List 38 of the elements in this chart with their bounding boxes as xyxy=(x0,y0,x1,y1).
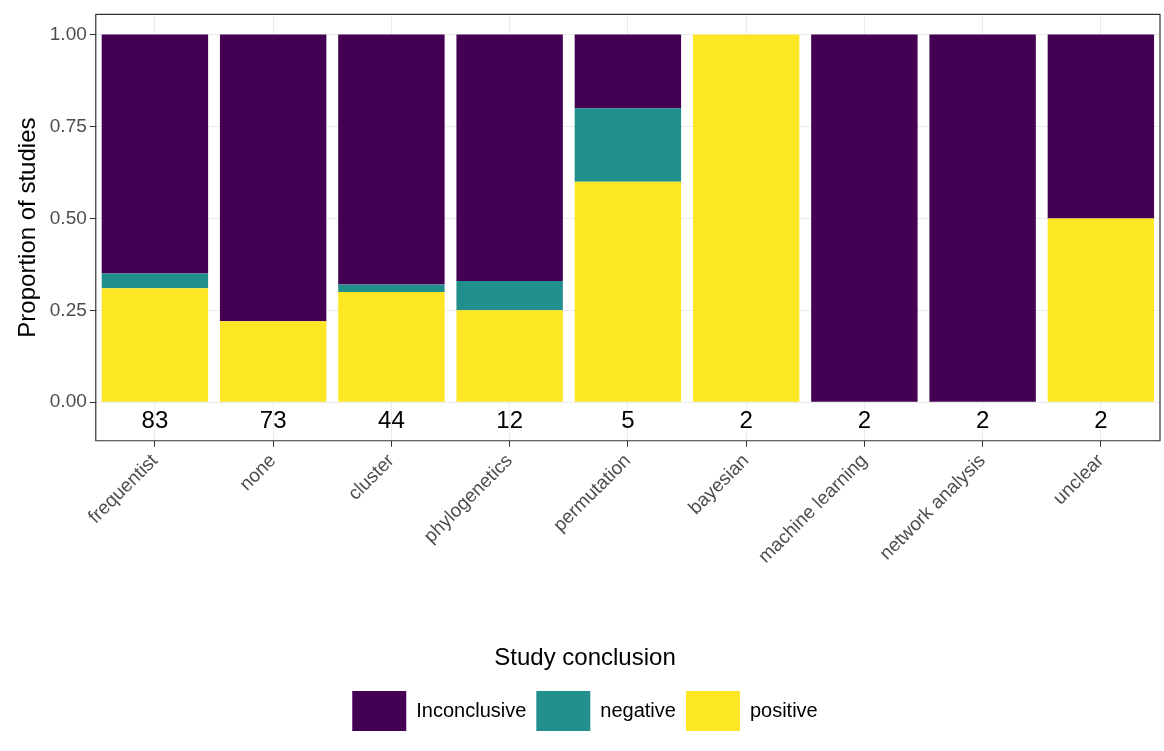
legend-label: positive xyxy=(749,698,818,721)
bar xyxy=(219,34,327,322)
legend-title: Study conclusion xyxy=(494,642,676,670)
bar xyxy=(456,34,563,281)
bar xyxy=(456,280,563,311)
y-tick-label: 0.25 xyxy=(49,298,87,320)
bar xyxy=(338,284,445,292)
y-axis-title: Proportion of studies xyxy=(13,117,41,338)
bar xyxy=(338,34,445,285)
legend-label: negative xyxy=(600,698,676,721)
bar xyxy=(101,34,209,274)
bar xyxy=(1047,218,1155,402)
annotation: 73 xyxy=(259,406,287,434)
y-tick-label: 1.00 xyxy=(49,22,87,44)
annotation: 2 xyxy=(1094,406,1108,434)
bar xyxy=(101,288,209,402)
bar xyxy=(574,181,682,402)
bar xyxy=(338,291,445,402)
bar xyxy=(1047,34,1155,219)
bar xyxy=(574,108,682,182)
annotation: 2 xyxy=(857,406,872,434)
annotation: 83 xyxy=(141,406,169,434)
annotation: 44 xyxy=(378,406,405,434)
bar xyxy=(456,310,563,402)
y-tick-label: 0.50 xyxy=(49,206,87,228)
bar xyxy=(574,34,682,109)
y-tick-label: 0.75 xyxy=(49,114,87,136)
annotation: 12 xyxy=(496,406,523,434)
bar xyxy=(692,34,800,402)
bar xyxy=(811,34,918,402)
bar xyxy=(219,321,327,402)
annotation: 5 xyxy=(621,406,635,434)
annotation: 2 xyxy=(975,406,990,434)
legend-label: Inconclusive xyxy=(416,698,527,721)
bar xyxy=(929,34,1036,402)
y-tick-label: 0.00 xyxy=(49,390,87,412)
bar xyxy=(101,273,209,289)
annotation: 2 xyxy=(739,406,753,434)
